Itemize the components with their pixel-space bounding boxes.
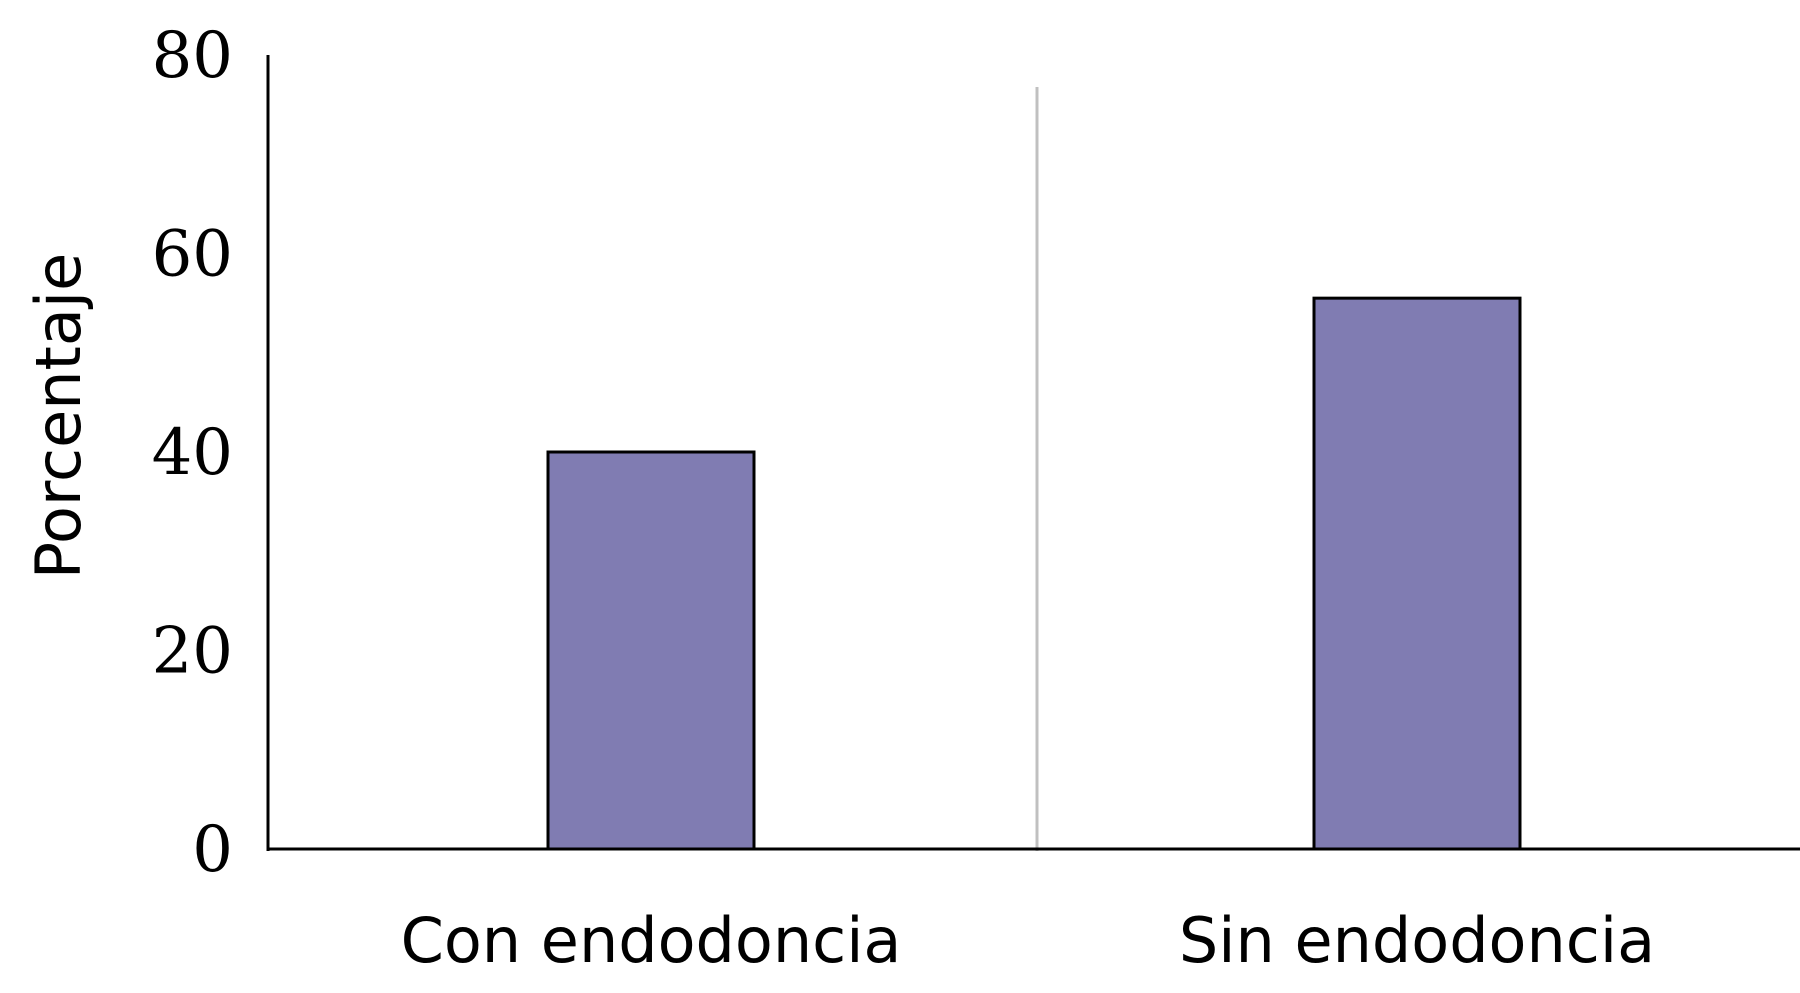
- x-category-label: Con endodoncia: [401, 904, 902, 977]
- y-tick-label: 20: [152, 615, 233, 689]
- x-category-label: Sin endodoncia: [1179, 904, 1655, 977]
- y-tick-label: 80: [152, 19, 233, 93]
- bar-1: [1312, 296, 1522, 851]
- bar-0: [546, 450, 756, 851]
- y-tick-label: 40: [152, 416, 233, 490]
- y-axis-label: Porcentaje: [22, 253, 95, 579]
- y-tick-label: 60: [152, 218, 233, 292]
- y-tick-label: 0: [192, 813, 233, 887]
